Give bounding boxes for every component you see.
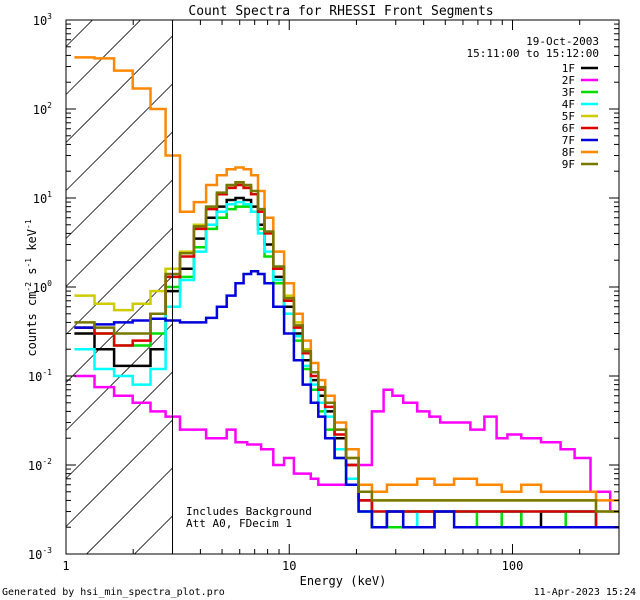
- hatch-region: [66, 20, 173, 554]
- legend-label-1F: 1F: [562, 62, 575, 75]
- legend-label-6F: 6F: [562, 122, 575, 135]
- hatch-line: [66, 131, 173, 239]
- y-tick-label: 103: [33, 12, 52, 28]
- series-line-8F: [74, 56, 619, 502]
- hatch-line: [133, 515, 173, 554]
- axis-ticks: 1 10 100 10-3 10-2 10-1 100 101 102 103: [28, 12, 620, 573]
- hatch-line: [66, 419, 173, 527]
- annotation-attenuator: Att A0, FDecim 1: [186, 517, 292, 530]
- hatch-line: [66, 35, 173, 143]
- series-line-9F: [74, 181, 619, 513]
- x-axis-label: Energy (keV): [300, 574, 387, 588]
- legend-label-5F: 5F: [562, 110, 575, 123]
- time-range-label: 15:11:00 to 15:12:00: [467, 47, 599, 60]
- y-tick-label: 100: [33, 279, 52, 295]
- series-line-7F: [74, 270, 619, 529]
- hatch-line: [66, 275, 173, 383]
- hatch-line: [66, 83, 173, 191]
- hatch-line: [66, 20, 142, 95]
- hatch-line: [66, 227, 173, 335]
- legend-label-8F: 8F: [562, 146, 575, 159]
- hatch-line: [66, 371, 173, 479]
- footer-generated-by: Generated by hsi_min_spectra_plot.pro: [2, 587, 225, 598]
- hatch-line: [66, 20, 94, 47]
- plot-frame: [65, 19, 620, 555]
- legend-label-4F: 4F: [562, 98, 575, 111]
- x-tick-label: 10: [282, 559, 296, 573]
- hatch-line: [85, 467, 173, 554]
- x-tick-label: 1: [62, 559, 69, 573]
- annotation-background: Includes Background: [186, 505, 312, 518]
- chart-title: Count Spectra for RHESSI Front Segments: [188, 4, 493, 19]
- legend-label-3F: 3F: [562, 86, 575, 99]
- y-tick-label: 10-1: [28, 368, 52, 384]
- series-layer: [74, 56, 619, 529]
- y-tick-label: 101: [33, 190, 52, 206]
- legend-label-2F: 2F: [562, 74, 575, 87]
- y-tick-label: 102: [33, 101, 52, 117]
- y-tick-label: 10-2: [28, 457, 52, 473]
- y-tick-label: 10-3: [28, 546, 52, 562]
- series-line-6F: [74, 183, 619, 529]
- footer-timestamp: 11-Apr-2023 15:24: [534, 587, 636, 598]
- hatch-line: [66, 323, 173, 431]
- date-label: 19-Oct-2003: [526, 35, 599, 48]
- hatch-line: [66, 179, 173, 287]
- y-axis-label: counts cm-2 s-1 keV-1: [24, 219, 39, 356]
- legend-label-9F: 9F: [562, 158, 575, 171]
- legend-label-7F: 7F: [562, 134, 575, 147]
- x-tick-label: 100: [502, 559, 524, 573]
